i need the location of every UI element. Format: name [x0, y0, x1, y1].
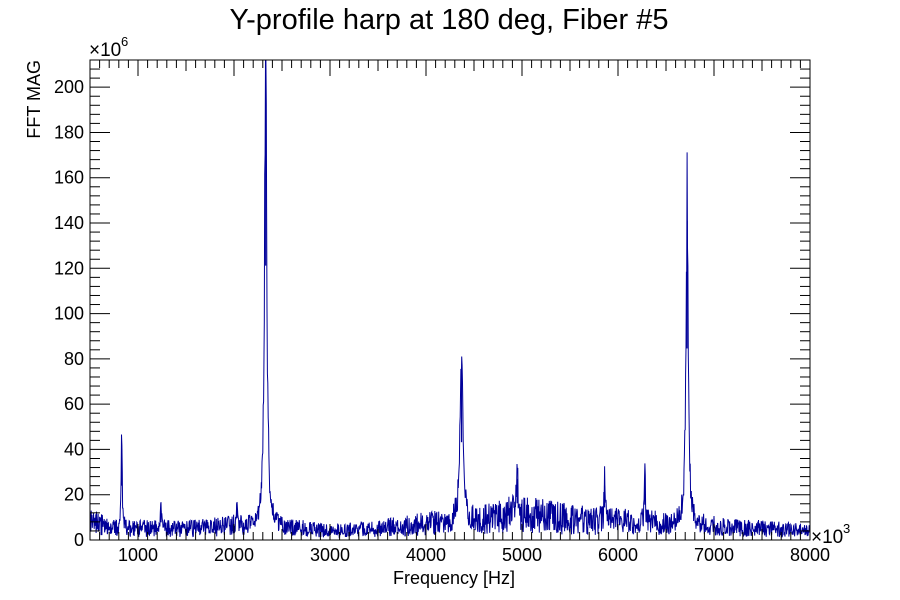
x-tick-label: 6000 — [598, 545, 638, 565]
x-axis: 1000 2000 3000 4000 5000 6000 7000 8000 — [89, 60, 830, 565]
x-tick-label: 2000 — [214, 545, 254, 565]
y-tick-label: 120 — [54, 258, 84, 278]
x-tick-label: 1000 — [118, 545, 158, 565]
x-tick-label: 5000 — [502, 545, 542, 565]
y-multiplier-exponent: 6 — [121, 34, 128, 49]
y-tick-label: 80 — [64, 349, 84, 369]
chart-title: Y-profile harp at 180 deg, Fiber #5 — [229, 4, 668, 36]
y-tick-label: 40 — [64, 439, 84, 459]
y-multiplier-base: ×10 — [89, 40, 121, 61]
y-axis-label: FFT MAG — [24, 60, 44, 139]
y-tick-label: 60 — [64, 394, 84, 414]
x-multiplier-exponent: 3 — [843, 521, 850, 536]
y-tick-label: 200 — [54, 77, 84, 97]
y-tick-label: 20 — [64, 485, 84, 505]
y-tick-label: 140 — [54, 213, 84, 233]
x-multiplier-base: ×10 — [811, 527, 843, 548]
x-axis-label: Frequency [Hz] — [393, 568, 515, 588]
x-axis-multiplier: ×10 3 — [811, 521, 850, 548]
plot-area — [89, 59, 811, 539]
x-tick-label: 3000 — [310, 545, 350, 565]
y-tick-label: 160 — [54, 168, 84, 188]
y-tick-label: 100 — [54, 304, 84, 324]
y-tick-label: 0 — [74, 530, 84, 550]
y-tick-label: 180 — [54, 122, 84, 142]
x-tick-label: 7000 — [694, 545, 734, 565]
x-tick-label: 8000 — [790, 545, 830, 565]
series-line — [89, 59, 811, 539]
y-axis: 0 20 40 60 80 100 120 140 160 180 200 — [54, 59, 810, 550]
y-axis-multiplier: ×10 6 — [89, 34, 128, 61]
x-tick-label: 4000 — [406, 545, 446, 565]
plot-frame — [89, 59, 811, 541]
